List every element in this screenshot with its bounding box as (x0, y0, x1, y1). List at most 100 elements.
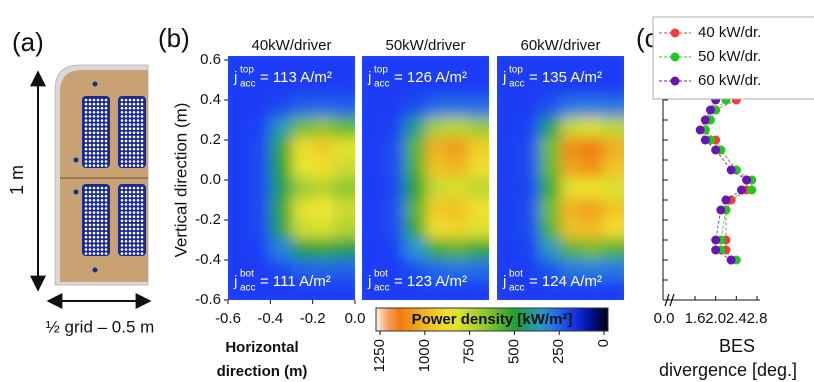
heat-cell (292, 198, 314, 219)
heat-cell (383, 178, 405, 199)
legend-label: 50 kW/dr. (698, 48, 761, 65)
heat-cell (518, 219, 540, 240)
data-point (742, 176, 751, 185)
heat-cell (404, 219, 426, 240)
heat-cell (603, 117, 637, 138)
heat-cell (216, 178, 250, 199)
colorbar-tick-label: 750 (461, 339, 478, 364)
figure: (a) (b) (c) 1 m ½ grid – 0.5 m 40kW/driv… (0, 0, 814, 382)
heat-cell (603, 178, 637, 199)
heat-cell (292, 117, 314, 138)
legend-swatch (671, 53, 680, 62)
annotation-sup: top (240, 65, 254, 76)
heat-cell (485, 198, 519, 219)
colorbar-tick-label: 250 (550, 339, 567, 364)
colorbar-tick-label: 1250 (371, 339, 388, 372)
heat-cell (582, 239, 604, 260)
heat-cell (292, 219, 314, 240)
heat-cell (350, 239, 384, 260)
heat-cell (468, 97, 502, 118)
colorbar-tick-label: 0 (595, 339, 612, 347)
heat-cell (561, 137, 583, 158)
annotation-sup: top (509, 65, 523, 76)
heat-cell (249, 219, 271, 240)
heat-cell (561, 239, 583, 260)
heat-cell (249, 178, 271, 199)
data-point (706, 106, 715, 115)
heat-cell (216, 117, 250, 138)
heat-cell (539, 178, 561, 199)
heat-cell (383, 198, 405, 219)
heat-cell (468, 198, 502, 219)
heat-cell (561, 158, 583, 179)
annotation-sup: top (374, 65, 388, 76)
heat-cell (582, 178, 604, 199)
heat-cell (518, 178, 540, 199)
height-label: 1 m (7, 165, 27, 195)
heat-cell (313, 158, 335, 179)
heat-cell (383, 158, 405, 179)
heat-cell (216, 198, 250, 219)
heat-cell (249, 137, 271, 158)
heat-cell (603, 97, 637, 118)
heat-cell (350, 117, 384, 138)
panel-title: 50kW/driver (385, 37, 465, 54)
heat-cell (249, 158, 271, 179)
x-tick-label: 0.0 (345, 310, 366, 327)
heat-cell (270, 239, 292, 260)
legend-label: 60 kW/dr. (698, 72, 761, 89)
heat-cell (518, 117, 540, 138)
heat-cell (383, 219, 405, 240)
annotation-sub: acc (509, 283, 525, 294)
x-tick-label: 0.0 (654, 310, 675, 327)
heat-cell (270, 137, 292, 158)
y-tick-label: 0.6 (200, 51, 221, 68)
heat-cell (383, 97, 405, 118)
heat-cell (270, 219, 292, 240)
heat-cell (313, 97, 335, 118)
data-point (727, 256, 736, 265)
y-tick-label: 0.4 (200, 91, 221, 108)
heat-cell (270, 117, 292, 138)
legend-label: 40 kW/dr. (698, 24, 761, 41)
heat-cell (603, 137, 637, 158)
heat-cell (426, 117, 448, 138)
heat-cell (468, 44, 502, 77)
heat-cell (485, 158, 519, 179)
annotation-text: = 135 A/m² (529, 69, 602, 86)
annotation-sub: acc (374, 79, 390, 90)
panel-title: 40kW/driver (251, 37, 331, 54)
annotation-sub: acc (240, 79, 256, 90)
heat-cell (561, 219, 583, 240)
annotation-symbol: j (502, 273, 506, 290)
heat-cell (447, 137, 469, 158)
x-tick-label: 1.6 (685, 310, 706, 327)
annotation-sup: bot (240, 269, 254, 280)
heat-cell (485, 117, 519, 138)
heat-cell (582, 219, 604, 240)
panel-title: 60kW/driver (520, 37, 600, 54)
heat-cell (539, 239, 561, 260)
heat-cell (582, 158, 604, 179)
heat-cell (518, 239, 540, 260)
data-point (696, 126, 705, 135)
x-tick-label: -0.2 (300, 310, 326, 327)
x-tick-label: 2.4 (726, 310, 747, 327)
heat-cell (468, 259, 502, 280)
annotation-symbol: j (367, 273, 371, 290)
heat-cell (249, 198, 271, 219)
heat-cell (561, 117, 583, 138)
x-axis-label: direction (m) (217, 363, 308, 380)
heat-cell (426, 239, 448, 260)
heat-cell (561, 198, 583, 219)
annotation-sub: acc (374, 283, 390, 294)
heat-cell (313, 198, 335, 219)
panel-label: (a) (12, 27, 44, 57)
data-point (727, 166, 736, 175)
heat-cell (447, 178, 469, 199)
heat-cell (518, 198, 540, 219)
heat-cell (426, 219, 448, 240)
data-point (716, 206, 725, 215)
x-axis-label: Horizontal (225, 339, 298, 356)
heat-cell (539, 158, 561, 179)
